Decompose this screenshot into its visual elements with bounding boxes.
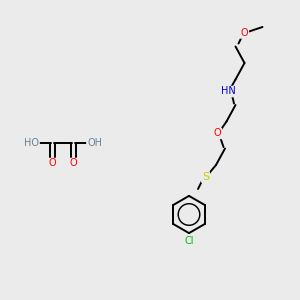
Text: O: O [241, 28, 248, 38]
Text: O: O [49, 158, 56, 169]
Text: HN: HN [220, 86, 236, 97]
Text: Cl: Cl [184, 236, 194, 246]
Text: HO: HO [24, 137, 39, 148]
Text: O: O [214, 128, 221, 139]
Text: OH: OH [87, 137, 102, 148]
Text: O: O [70, 158, 77, 169]
Text: S: S [202, 172, 209, 182]
